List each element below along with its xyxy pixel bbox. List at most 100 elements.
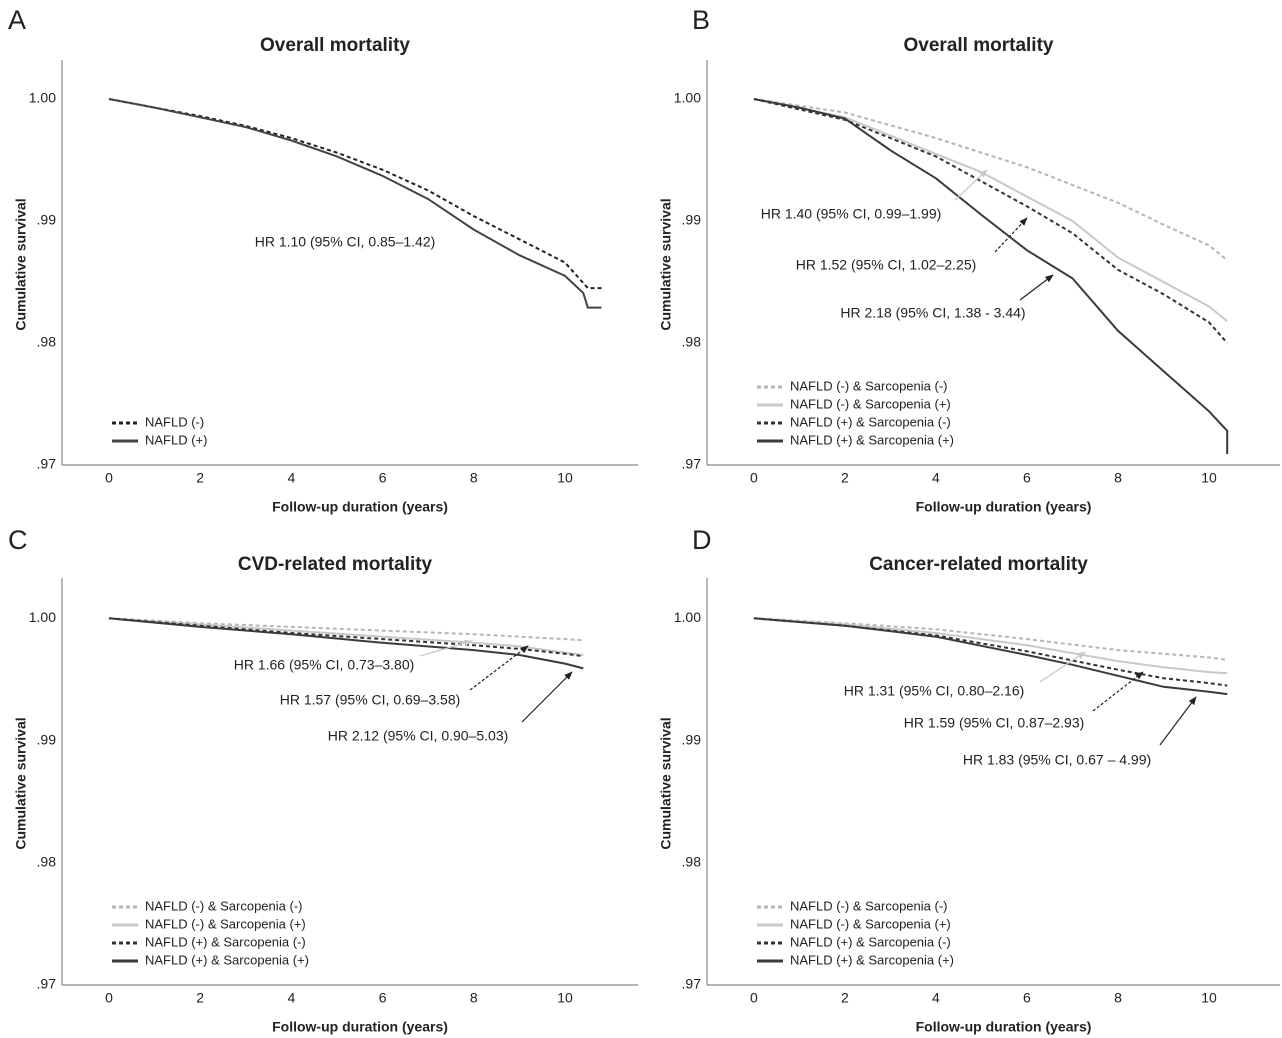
x-tick-label: 10 — [557, 470, 573, 486]
chart-title: CVD-related mortality — [238, 554, 433, 575]
legend-label: NAFLD (+) & Sarcopenia (-) — [790, 414, 951, 429]
y-tick-label: .97 — [682, 456, 702, 472]
x-axis-label: Follow-up duration (years) — [272, 1019, 448, 1035]
y-axis-label: Cumulative survival — [658, 717, 674, 849]
survival-curve — [108, 98, 602, 309]
annotation-arrow — [1092, 671, 1144, 712]
survival-curve — [108, 617, 584, 670]
x-tick-label: 8 — [470, 470, 478, 486]
panel-letter: A — [8, 5, 26, 35]
legend-label: NAFLD (+) & Sarcopenia (+) — [145, 952, 309, 967]
y-tick-label: .99 — [682, 731, 702, 747]
x-tick-label: 4 — [287, 470, 295, 486]
x-tick-label: 6 — [1023, 470, 1031, 486]
annotation-arrow — [954, 169, 988, 201]
x-tick-label: 8 — [1114, 990, 1122, 1006]
survival-curve — [753, 98, 1229, 454]
x-tick-label: 0 — [105, 990, 113, 1006]
x-axis-label: Follow-up duration (years) — [272, 499, 448, 515]
survival-curve — [108, 98, 602, 290]
legend-label: NAFLD (+) — [145, 432, 207, 447]
annotation: HR 1.57 (95% CI, 0.69–3.58) — [280, 692, 461, 708]
x-axis-label: Follow-up duration (years) — [916, 499, 1092, 515]
survival-curve — [753, 98, 1228, 261]
y-tick-label: .97 — [37, 976, 57, 992]
y-tick-label: 1.00 — [674, 609, 701, 625]
x-tick-label: 4 — [932, 470, 940, 486]
y-tick-label: .98 — [682, 853, 702, 869]
x-tick-label: 8 — [470, 990, 478, 1006]
x-tick-label: 4 — [287, 990, 295, 1006]
annotation: HR 1.10 (95% CI, 0.85–1.42) — [255, 234, 436, 250]
annotation: HR 1.59 (95% CI, 0.87–2.93) — [904, 715, 1085, 731]
survival-curve — [753, 617, 1228, 696]
survival-curve — [108, 617, 584, 656]
legend-label: NAFLD (+) & Sarcopenia (-) — [790, 934, 951, 949]
y-axis-label: Cumulative survival — [658, 198, 674, 330]
x-tick-label: 10 — [1201, 990, 1217, 1006]
x-tick-label: 4 — [932, 990, 940, 1006]
x-tick-label: 6 — [379, 990, 387, 1006]
panel-letter: D — [692, 525, 712, 555]
legend-label: NAFLD (-) & Sarcopenia (+) — [790, 916, 951, 931]
x-tick-label: 10 — [557, 990, 573, 1006]
x-tick-label: 0 — [750, 470, 758, 486]
annotation: HR 1.52 (95% CI, 1.02–2.25) — [796, 257, 977, 273]
chart-title: Overall mortality — [904, 35, 1054, 56]
x-tick-label: 10 — [1201, 470, 1217, 486]
panel-letter: C — [8, 525, 28, 555]
x-tick-label: 0 — [750, 990, 758, 1006]
legend-label: NAFLD (-) — [145, 414, 204, 429]
x-tick-label: 6 — [379, 470, 387, 486]
chart-title: Cancer-related mortality — [869, 554, 1088, 575]
survival-curve — [753, 617, 1228, 661]
annotation: HR 1.66 (95% CI, 0.73–3.80) — [234, 657, 415, 673]
y-tick-label: .98 — [37, 334, 57, 350]
panel-letter: B — [692, 5, 710, 35]
legend-label: NAFLD (-) & Sarcopenia (-) — [790, 898, 947, 913]
x-tick-label: 2 — [196, 470, 204, 486]
legend-label: NAFLD (-) & Sarcopenia (+) — [145, 916, 306, 931]
annotation-arrow — [1019, 274, 1054, 301]
annotation-arrow — [469, 645, 529, 691]
survival-curve — [108, 617, 584, 658]
legend-label: NAFLD (+) & Sarcopenia (-) — [145, 934, 306, 949]
y-tick-label: 1.00 — [29, 90, 56, 106]
legend-label: NAFLD (+) & Sarcopenia (+) — [790, 952, 954, 967]
y-tick-label: .98 — [37, 853, 57, 869]
chart-title: Overall mortality — [260, 35, 410, 56]
y-tick-label: .99 — [37, 731, 57, 747]
x-tick-label: 8 — [1114, 470, 1122, 486]
legend-label: NAFLD (-) & Sarcopenia (+) — [790, 396, 951, 411]
x-tick-label: 2 — [841, 990, 849, 1006]
annotation-arrow — [1039, 651, 1086, 683]
survival-curve — [753, 617, 1228, 675]
y-tick-label: .97 — [682, 976, 702, 992]
annotation-arrow — [521, 671, 573, 723]
x-tick-label: 6 — [1023, 990, 1031, 1006]
legend-label: NAFLD (+) & Sarcopenia (+) — [790, 432, 954, 447]
legend-label: NAFLD (-) & Sarcopenia (-) — [790, 378, 947, 393]
annotation-arrow — [419, 639, 473, 657]
y-tick-label: .99 — [682, 212, 702, 228]
annotation: HR 1.83 (95% CI, 0.67 – 4.99) — [963, 752, 1151, 768]
annotation-arrow — [994, 217, 1028, 253]
annotation: HR 2.18 (95% CI, 1.38 - 3.44) — [840, 305, 1025, 321]
y-tick-label: .97 — [37, 456, 57, 472]
y-axis-label: Cumulative survival — [13, 198, 29, 330]
legend-label: NAFLD (-) & Sarcopenia (-) — [145, 898, 302, 913]
survival-curve — [753, 98, 1228, 344]
y-axis-label: Cumulative survival — [13, 717, 29, 849]
annotation-arrow — [1159, 696, 1197, 746]
survival-curve — [108, 617, 584, 642]
x-tick-label: 0 — [105, 470, 113, 486]
y-tick-label: 1.00 — [674, 90, 701, 106]
survival-curve — [753, 617, 1228, 687]
annotation: HR 2.12 (95% CI, 0.90–5.03) — [328, 728, 509, 744]
annotation: HR 1.31 (95% CI, 0.80–2.16) — [844, 683, 1025, 699]
x-tick-label: 2 — [196, 990, 204, 1006]
y-tick-label: .98 — [682, 334, 702, 350]
x-axis-label: Follow-up duration (years) — [916, 1019, 1092, 1035]
y-tick-label: 1.00 — [29, 609, 56, 625]
